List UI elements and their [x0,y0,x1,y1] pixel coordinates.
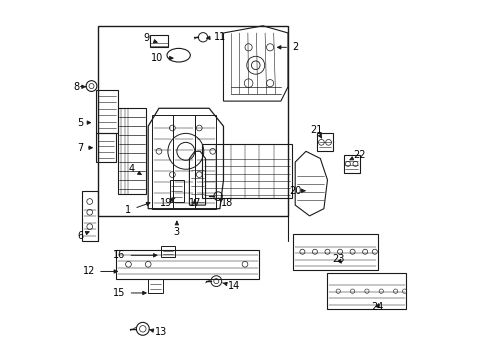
Text: 17: 17 [189,198,201,208]
Text: 15: 15 [113,288,146,298]
Text: 19: 19 [160,198,175,208]
Text: 11: 11 [207,32,226,41]
Text: 1: 1 [125,202,150,216]
Text: 16: 16 [113,250,157,260]
Text: 9: 9 [143,33,157,43]
Text: 3: 3 [174,221,180,237]
Text: 2: 2 [277,42,298,52]
Text: 5: 5 [77,118,91,128]
Text: 12: 12 [83,266,118,276]
Text: 18: 18 [218,198,233,208]
Text: 23: 23 [332,254,344,264]
Text: 20: 20 [289,186,305,196]
Text: 6: 6 [77,231,89,240]
Text: 8: 8 [74,82,85,92]
Text: 24: 24 [371,302,384,312]
Text: 7: 7 [77,143,92,153]
Text: 10: 10 [151,53,173,63]
Text: 13: 13 [149,327,167,337]
Text: 21: 21 [311,125,323,138]
Text: 22: 22 [350,150,366,160]
Text: 4: 4 [129,164,141,175]
Text: 14: 14 [222,281,241,291]
